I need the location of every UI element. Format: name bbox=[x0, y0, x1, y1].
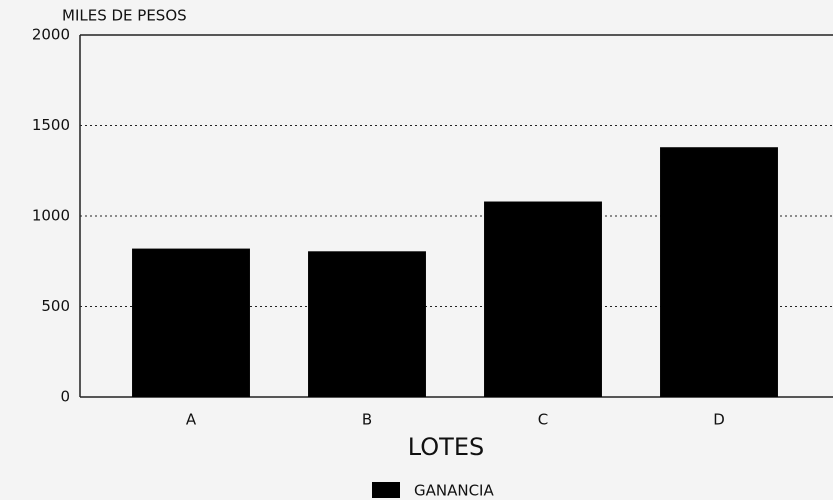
bar bbox=[484, 201, 602, 397]
bar bbox=[660, 147, 778, 397]
x-tick-label: A bbox=[186, 411, 197, 429]
bar bbox=[132, 248, 250, 397]
x-tick-label: C bbox=[538, 411, 548, 429]
legend-label: GANANCIA bbox=[414, 482, 494, 500]
y-tick-label: 1000 bbox=[32, 207, 70, 225]
x-axis-title: LOTES bbox=[408, 433, 484, 461]
x-tick-label: D bbox=[713, 411, 725, 429]
y-tick-label: 1500 bbox=[32, 116, 70, 134]
y-tick-label: 2000 bbox=[32, 26, 70, 44]
legend-swatch bbox=[372, 482, 400, 498]
x-tick-label: B bbox=[362, 411, 372, 429]
y-tick-label: 0 bbox=[60, 388, 70, 406]
y-tick-label: 500 bbox=[41, 297, 70, 315]
bar bbox=[308, 251, 426, 397]
y-axis-title: MILES DE PESOS bbox=[62, 7, 187, 25]
